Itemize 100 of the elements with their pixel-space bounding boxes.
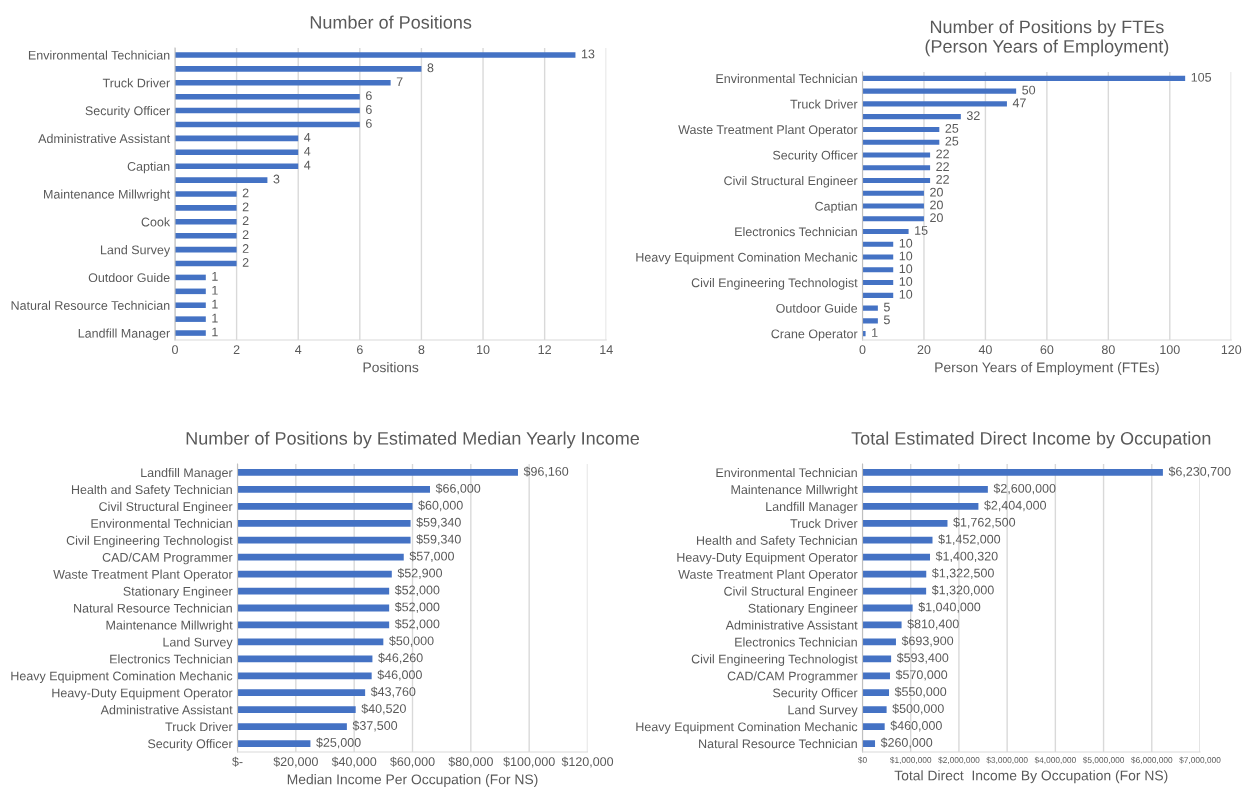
data-label: $52,900 bbox=[397, 568, 443, 579]
x-tick-label: 60 bbox=[1040, 345, 1054, 355]
bar bbox=[862, 88, 1017, 94]
bar bbox=[862, 536, 933, 544]
x-axis-title: Median Income Per Occupation (For NS) bbox=[287, 774, 538, 788]
bar bbox=[862, 280, 894, 286]
data-label: $550,000 bbox=[894, 686, 947, 698]
bar bbox=[862, 177, 931, 184]
bar bbox=[862, 570, 927, 578]
y-tick-label: Land Survey bbox=[163, 637, 233, 650]
data-label: 22 bbox=[936, 149, 949, 159]
bar bbox=[862, 331, 866, 337]
data-label: $1,762,500 bbox=[953, 517, 1016, 529]
y-tick-label: Environmental Technician bbox=[716, 73, 857, 84]
x-tick-label: $60,000 bbox=[390, 756, 435, 768]
y-tick-label: Health and Safety Technician bbox=[71, 484, 232, 497]
y-tick-label: Waste Treatment Plant Operator bbox=[678, 124, 858, 137]
y-tick-label: Outdoor Guide bbox=[88, 272, 170, 283]
y-tick-label: Administrative Assistant bbox=[725, 620, 858, 630]
y-tick-label: Security Officer bbox=[772, 688, 858, 700]
y-tick-label: Truck Driver bbox=[102, 78, 170, 88]
data-label: $460,000 bbox=[890, 720, 942, 732]
y-tick-label: Civil Engineering Technologist bbox=[691, 278, 858, 290]
bar bbox=[862, 519, 948, 527]
bar bbox=[862, 152, 931, 158]
bar bbox=[237, 672, 372, 680]
bar bbox=[237, 655, 373, 663]
bar bbox=[237, 486, 430, 493]
y-tick-label: Truck Driver bbox=[165, 722, 233, 732]
x-tick-label: $80,000 bbox=[448, 756, 493, 768]
bar bbox=[175, 163, 299, 169]
bar bbox=[862, 655, 892, 663]
x-tick-label: $4,000,000 bbox=[1034, 756, 1076, 764]
x-axis-title: Total Direct Income By Occupation (For NS) bbox=[894, 770, 1168, 784]
bar bbox=[862, 267, 894, 273]
data-label: 8 bbox=[427, 63, 434, 73]
x-tick-label: $40,000 bbox=[331, 756, 377, 768]
y-tick-label: Waste Treatment Plant Operator bbox=[53, 569, 233, 582]
data-label: 2 bbox=[242, 244, 249, 253]
bar bbox=[862, 502, 979, 510]
chart-title: Number of Positions by Estimated Median Yearly Income bbox=[186, 431, 640, 449]
y-tick-label: CAD/CAM Programmer bbox=[102, 552, 233, 565]
data-label: 20 bbox=[930, 200, 943, 210]
data-label: 4 bbox=[304, 133, 311, 142]
y-tick-label: Electronics Technician bbox=[110, 654, 232, 664]
y-tick-label: Landfill Manager bbox=[766, 501, 858, 514]
x-tick-label: $6,000,000 bbox=[1131, 756, 1173, 764]
data-label: 47 bbox=[1012, 98, 1026, 108]
bar bbox=[237, 553, 404, 561]
x-tick-label: 40 bbox=[978, 345, 992, 355]
data-label: $59,340 bbox=[416, 517, 461, 529]
bar bbox=[862, 75, 1186, 81]
data-label: $43,760 bbox=[370, 686, 416, 698]
x-tick-label: 8 bbox=[418, 345, 425, 355]
bar bbox=[862, 318, 878, 324]
data-label: $46,000 bbox=[377, 669, 422, 681]
data-label: $260,000 bbox=[880, 737, 933, 749]
bar bbox=[862, 114, 961, 120]
data-label: $500,000 bbox=[892, 703, 944, 715]
y-tick-label: Truck Driver bbox=[790, 518, 858, 528]
bar bbox=[862, 689, 890, 697]
x-tick-label: 6 bbox=[356, 345, 363, 355]
y-tick-label: Environmental Technician bbox=[28, 50, 170, 60]
bar bbox=[175, 177, 268, 183]
bar bbox=[237, 689, 366, 697]
data-label: 20 bbox=[930, 213, 943, 223]
chart-title: Number of Positions bbox=[310, 15, 472, 29]
y-tick-label: Natural Resource Technician bbox=[11, 300, 170, 310]
data-label: $6,230,700 bbox=[1168, 466, 1231, 478]
data-label: $52,000 bbox=[394, 618, 440, 630]
data-label: 4 bbox=[304, 146, 311, 156]
x-tick-label: $1,000,000 bbox=[889, 756, 932, 764]
bar bbox=[862, 469, 1163, 476]
bar bbox=[862, 672, 890, 680]
data-label: 2 bbox=[242, 188, 249, 198]
x-tick-label: $100,000 bbox=[503, 756, 555, 768]
data-label: 4 bbox=[304, 160, 311, 170]
data-label: 20 bbox=[930, 187, 943, 197]
data-label: 1 bbox=[212, 285, 218, 295]
y-tick-label: Electronics Technician bbox=[735, 637, 857, 647]
data-label: 5 bbox=[883, 315, 890, 325]
y-tick-label: Land Survey bbox=[788, 705, 858, 717]
data-label: $593,400 bbox=[896, 652, 949, 664]
bar bbox=[175, 219, 237, 225]
data-label: 1 bbox=[212, 299, 218, 309]
data-label: $59,340 bbox=[416, 534, 461, 546]
data-label: $96,160 bbox=[523, 466, 569, 478]
x-tick-label: $3,000,000 bbox=[986, 756, 1028, 764]
bar bbox=[862, 165, 931, 171]
y-tick-label: Landfill Manager bbox=[141, 467, 233, 480]
bar bbox=[862, 126, 940, 132]
x-tick-label: 14 bbox=[600, 345, 613, 354]
bar bbox=[862, 723, 885, 730]
y-tick-label: Waste Treatment Plant Operator bbox=[678, 569, 858, 582]
x-tick-label: $7,000,000 bbox=[1179, 756, 1221, 764]
bar bbox=[862, 139, 940, 145]
data-label: $2,404,000 bbox=[984, 500, 1047, 512]
bar bbox=[862, 486, 988, 493]
bar bbox=[237, 502, 413, 510]
chart-title: Number of Positions by FTEs (Person Years of Employment) bbox=[925, 20, 1169, 57]
